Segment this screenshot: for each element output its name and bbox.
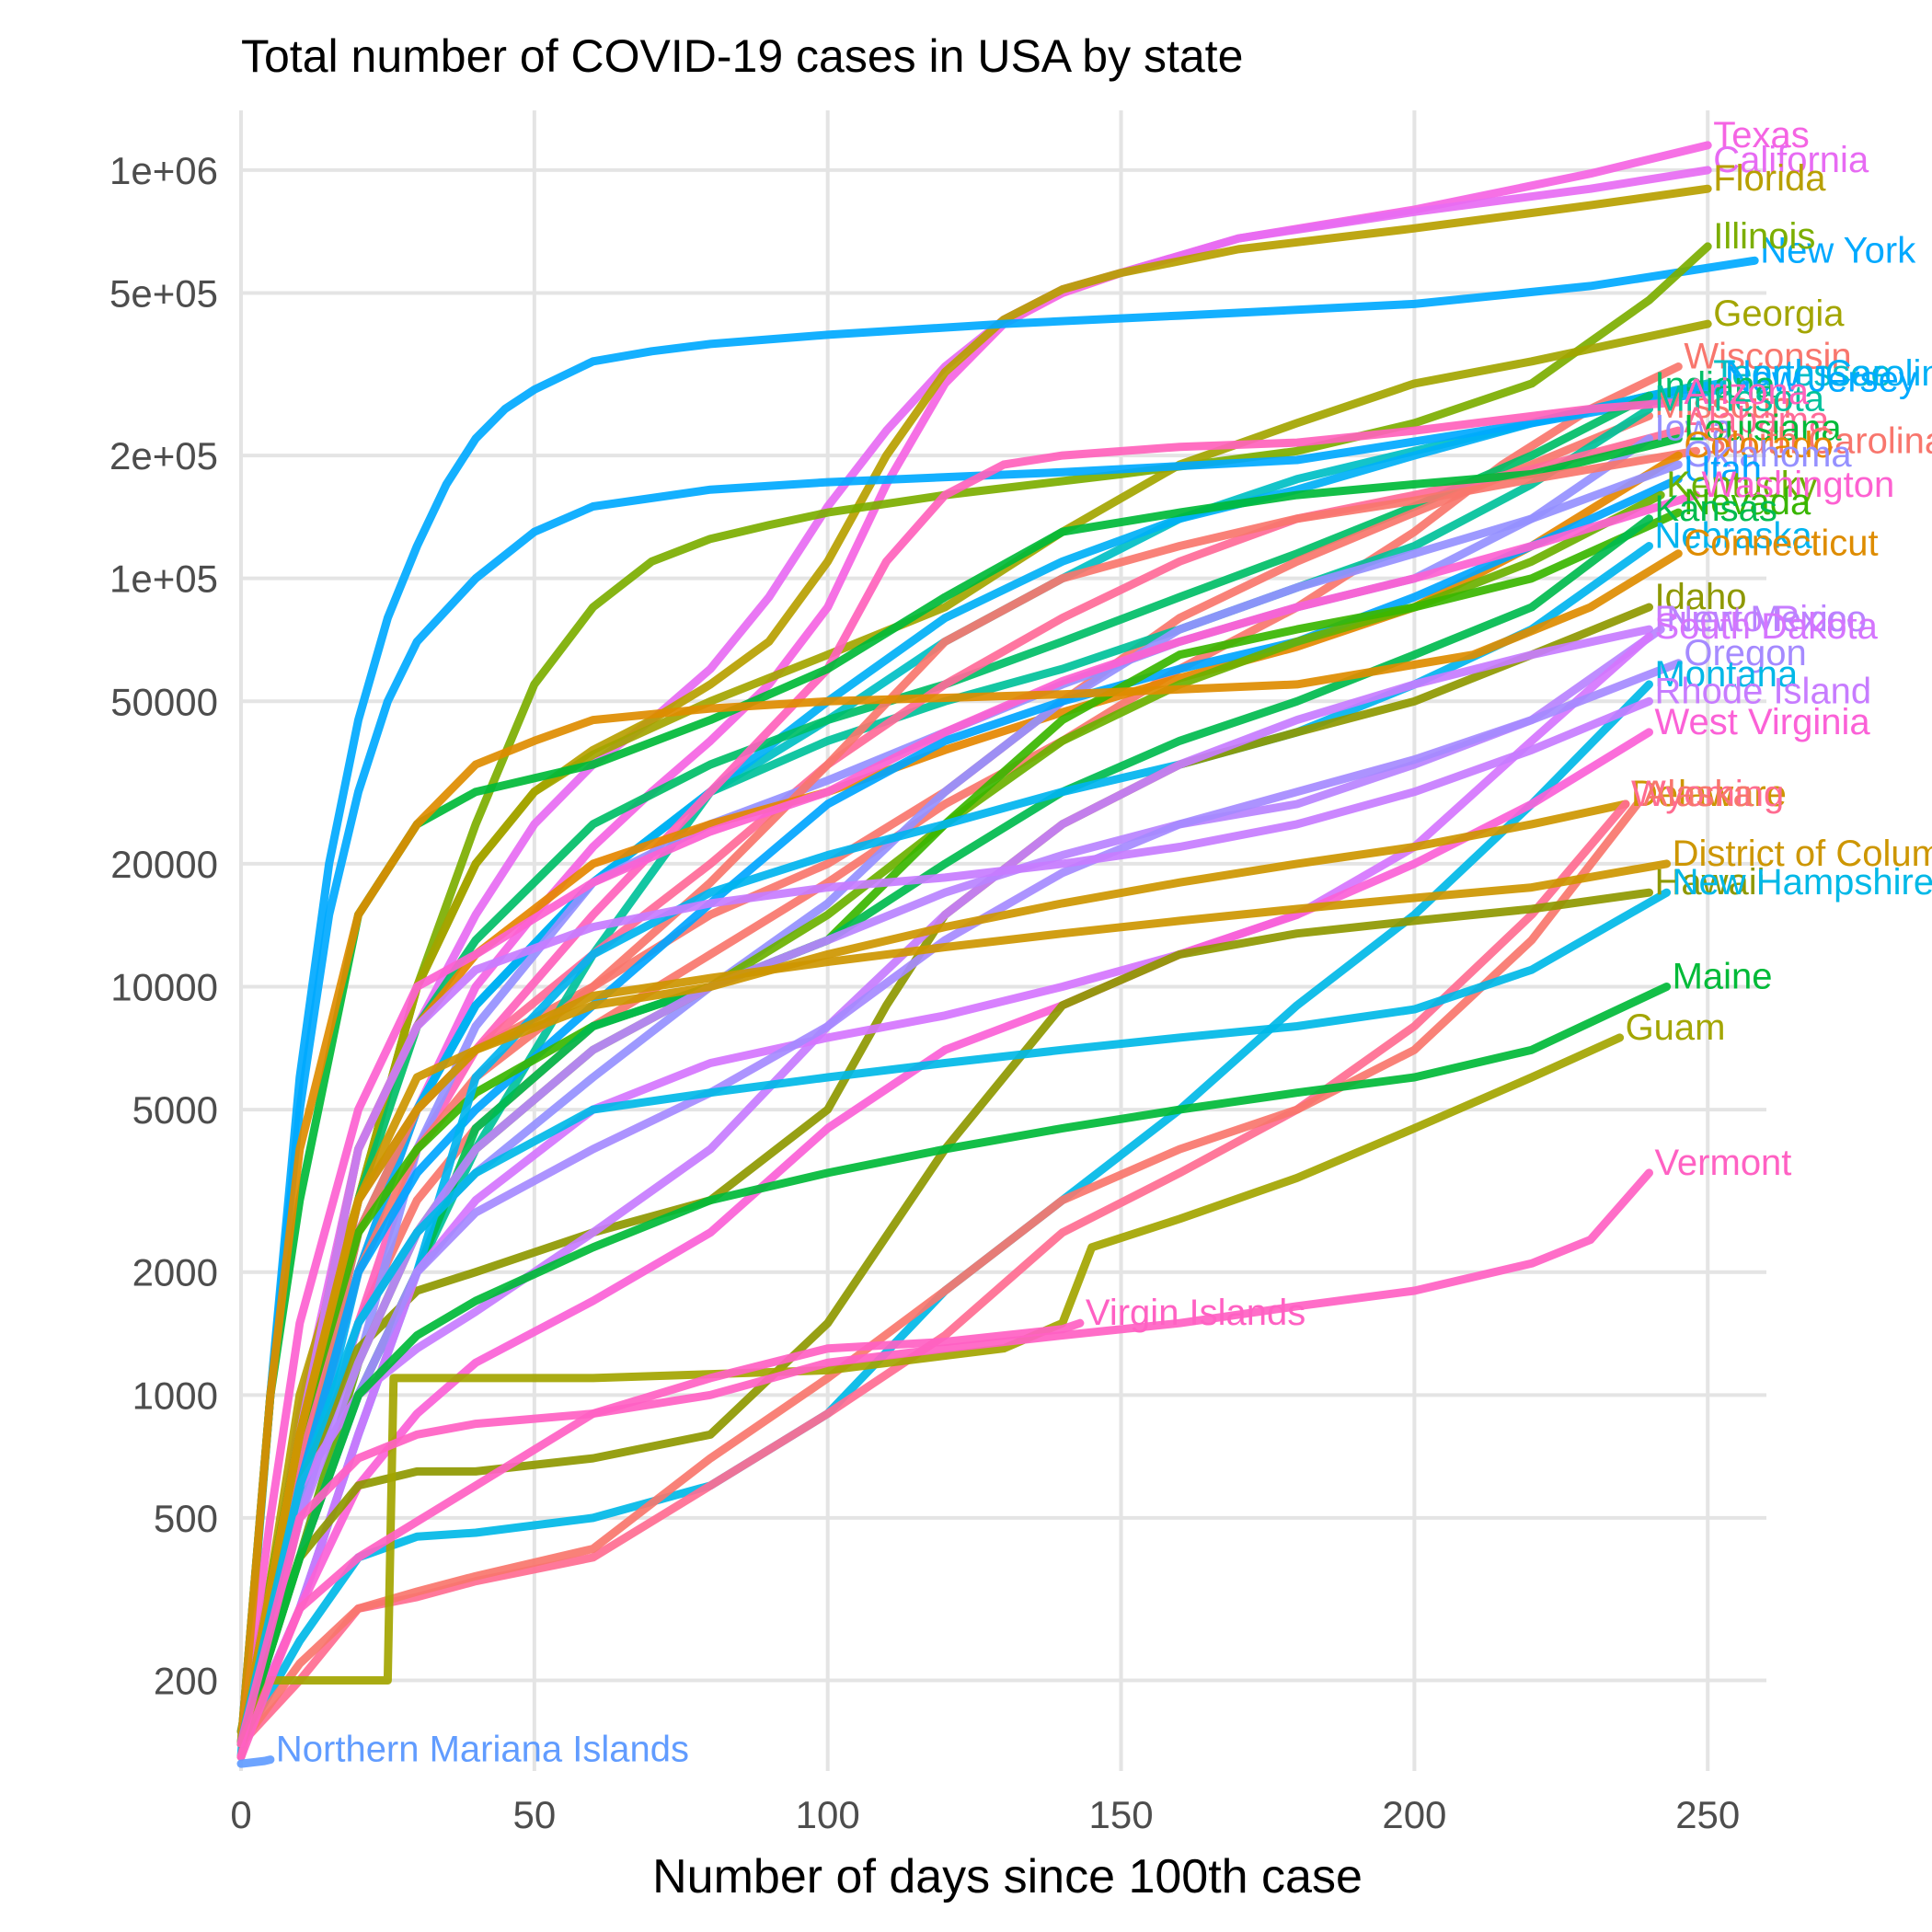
series-label: Indiana (1654, 365, 1776, 406)
series-label: Alabama (1684, 400, 1830, 441)
series-line (236, 256, 1759, 1762)
x-tick-label: 50 (512, 1793, 556, 1836)
series-line (236, 603, 1653, 1748)
series-line (236, 799, 1630, 1748)
series-line (236, 888, 1672, 1748)
series-label: California (1713, 140, 1869, 180)
series-label: Kansas (1654, 489, 1777, 529)
series-line (236, 625, 1665, 1748)
series-label: North Carolina (1725, 353, 1932, 394)
y-tick-label: 500 (154, 1497, 218, 1540)
chart-title: Total number of COVID-19 cases in USA by… (241, 30, 1243, 82)
y-tick-label: 5000 (132, 1088, 218, 1132)
series-label: New York (1760, 230, 1916, 270)
series-label: Connecticut (1684, 523, 1878, 564)
y-tick-label: 10000 (110, 965, 218, 1008)
series-line (236, 391, 1653, 1748)
x-tick-label: 100 (796, 1793, 860, 1836)
series-label: Northern Mariana Islands (276, 1730, 689, 1770)
series-label: Virgin Islands (1086, 1293, 1305, 1333)
series-label: Washington (1701, 465, 1894, 505)
series-label: Oregon (1684, 633, 1806, 673)
x-tick-label: 250 (1675, 1793, 1740, 1836)
series-label: Wisconsin (1684, 337, 1851, 377)
y-tick-label: 1e+06 (109, 149, 218, 192)
y-tick-labels: 200 500 1000 2000 5000 10000 20000 50000 1e+05 2e… (109, 149, 218, 1703)
y-tick-label: 20000 (110, 843, 218, 886)
series-line (236, 490, 1700, 1748)
series-label: District of Columbia (1673, 834, 1932, 874)
series-label: New Hampshire (1673, 862, 1932, 903)
series-line (236, 1168, 1653, 1748)
series-layer (236, 141, 1759, 1768)
y-tick-label: 2000 (132, 1251, 218, 1294)
series-label: Tennessee (1713, 353, 1891, 394)
series-label: Delaware (1631, 774, 1787, 814)
series-line (236, 799, 1642, 1748)
series-label: Kentucky (1666, 465, 1818, 505)
x-tick-label: 150 (1088, 1793, 1153, 1836)
series-label: New Jersey (1725, 359, 1917, 399)
series-line (236, 549, 1683, 1748)
series-label: Wyoming (1631, 774, 1784, 814)
series-label: Louisiana (1684, 408, 1842, 449)
y-tick-label: 1e+05 (109, 558, 218, 601)
series-label: Montana (1654, 654, 1798, 695)
x-tick-label: 200 (1382, 1793, 1446, 1836)
series-line (236, 659, 1683, 1748)
y-tick-label: 5e+05 (109, 271, 218, 315)
series-label: Nevada (1684, 482, 1811, 523)
x-axis-title: Number of days since 100th case (652, 1850, 1363, 1903)
series-label: Alaska (1643, 774, 1754, 814)
series-label: South Dakota (1654, 606, 1878, 647)
series-label: Maine (1673, 956, 1773, 996)
series-label: Colorado (1684, 425, 1833, 466)
y-tick-label: 50000 (110, 680, 218, 723)
series-line (236, 1755, 275, 1768)
series-label: Oklahoma (1684, 434, 1852, 475)
x-tick-labels: 0 50 100 150 200 250 (230, 1793, 1740, 1836)
series-line (236, 696, 1653, 1748)
series-line (236, 385, 1724, 1748)
series-label: Puerto Rico (1654, 599, 1846, 639)
y-tick-label: 1000 (132, 1374, 218, 1417)
series-label: Hawaii (1654, 862, 1765, 903)
y-tick-label: 2e+05 (109, 434, 218, 477)
series-line (236, 859, 1672, 1748)
series-line (236, 434, 1683, 1748)
series-line (236, 1318, 1085, 1762)
series-label: Nebraska (1654, 516, 1812, 557)
series-line (236, 983, 1672, 1748)
series-line (236, 728, 1653, 1748)
series-label: South Carolina (1701, 420, 1932, 461)
series-line (236, 411, 1653, 1748)
series-label: Iowa (1654, 408, 1732, 449)
series-label: Utah (1684, 449, 1762, 489)
series-label: Guam (1626, 1007, 1726, 1048)
series-label: Minnesota (1654, 379, 1824, 420)
series-label: Georgia (1713, 293, 1845, 334)
series-line (236, 888, 1653, 1748)
series-label: Rhode Island (1654, 671, 1871, 711)
series-label: Vermont (1654, 1143, 1791, 1183)
series-label: West Virginia (1654, 702, 1870, 742)
series-label: Florida (1713, 158, 1826, 199)
series-label: New Mexico (1666, 599, 1867, 639)
series-label: Illinois (1713, 216, 1815, 257)
series-label: Texas (1713, 115, 1810, 155)
series-label: Idaho (1654, 577, 1746, 617)
series-label: Missouri (1654, 385, 1791, 426)
x-tick-label: 0 (230, 1793, 251, 1836)
y-tick-label: 200 (154, 1660, 218, 1703)
series-label: Arizona (1684, 372, 1809, 412)
